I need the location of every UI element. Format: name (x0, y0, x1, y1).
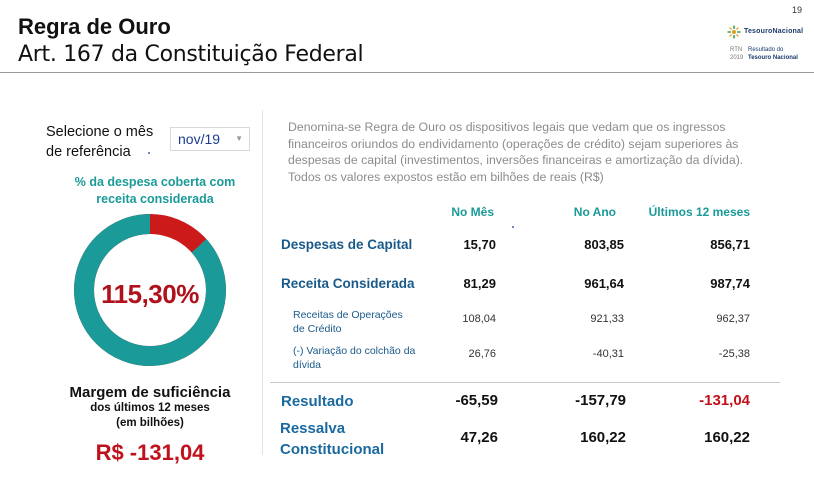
rtn-year: 2019 (730, 55, 744, 61)
row-label: Despesas de Capital (281, 237, 413, 252)
chevron-down-icon: ▼ (235, 134, 243, 143)
col-header-year: No Ano (573, 205, 616, 219)
row-label-line2: de Crédito (293, 323, 342, 335)
cell-year: 803,85 (584, 237, 624, 252)
row-label: Receitas de Operações de Crédito (293, 308, 403, 336)
cell-month: 15,70 (463, 237, 496, 252)
cell-month: 26,76 (468, 348, 496, 360)
cell-month: 108,04 (462, 313, 496, 325)
rtn-title: Resultado do Tesouro Nacional (748, 46, 798, 62)
page-number: 19 (791, 5, 802, 15)
rtn-line1: Resultado do (748, 47, 784, 53)
margin-value: R$ -131,04 (95, 440, 205, 465)
cell-12m: 962,37 (716, 313, 750, 325)
month-select-dropdown[interactable]: nov/19 ▼ (170, 127, 250, 151)
cell-12m: -131,04 (699, 392, 750, 409)
coverage-label-line2: receita considerada (96, 192, 214, 206)
cell-month: -65,59 (455, 392, 498, 409)
rtn-badge: RTN 2019 (730, 46, 743, 62)
month-select-label: Selecione o mês de referência (46, 122, 153, 162)
cell-year: -40,31 (592, 348, 624, 360)
cell-year: 921,33 (590, 313, 624, 325)
margin-sub1: dos últimos 12 meses (90, 402, 210, 414)
cell-year: -157,79 (575, 392, 626, 409)
tesouro-logo-text: TesouroNacional (744, 28, 804, 35)
margin-subtitle: dos últimos 12 meses (em bilhões) (40, 401, 260, 431)
coverage-value: 115,30% (101, 279, 199, 309)
page-title: Regra de Ouro (18, 14, 171, 39)
month-select-label-line1: Selecione o mês (46, 124, 154, 140)
table-divider (270, 382, 780, 383)
marker-dot (512, 226, 514, 228)
margin-title: Margem de suficiência (69, 384, 231, 401)
row-label-line1: Receitas de Operações (293, 309, 403, 321)
cell-month: 47,26 (460, 429, 498, 446)
coverage-label-line1: % da despesa coberta com (74, 175, 236, 189)
cell-year: 961,64 (584, 276, 624, 291)
donut-coverage-arc (74, 214, 226, 366)
marker-dot (148, 152, 150, 154)
row-label: Receita Considerada (281, 276, 415, 291)
header-divider (0, 72, 814, 73)
rtn-label: RTN (730, 47, 743, 53)
cell-12m: 160,22 (704, 429, 750, 446)
row-label-line1: (-) Variação do colchão da (293, 345, 416, 357)
col-header-month: No Mês (451, 205, 494, 219)
cell-year: 160,22 (580, 429, 626, 446)
page-subtitle: Art. 167 da Constituição Federal (18, 42, 364, 67)
row-label-line2: dívida (293, 359, 322, 371)
coverage-label: % da despesa coberta com receita conside… (40, 174, 270, 208)
cell-12m: 856,71 (710, 237, 750, 252)
col-header-12m: Últimos 12 meses (648, 205, 750, 219)
month-select-label-line2: de referência (46, 144, 131, 160)
description-text: Denomina-se Regra de Ouro os dispositivo… (288, 120, 744, 184)
panel-divider (262, 110, 263, 455)
margin-sub2: (em bilhões) (116, 417, 184, 429)
rtn-line2: Tesouro Nacional (748, 55, 798, 61)
row-label: Resultado (281, 393, 354, 410)
coverage-donut (74, 214, 226, 366)
cell-12m: 987,74 (710, 276, 750, 291)
month-select-value: nov/19 (178, 131, 221, 147)
cell-month: 81,29 (463, 276, 496, 291)
row-label: (-) Variação do colchão da dívida (293, 344, 415, 372)
tesouro-logo-icon (727, 25, 741, 39)
row-label: Ressalva Constitucional (280, 418, 384, 460)
cell-12m: -25,38 (718, 348, 750, 360)
row-label-line1: Ressalva (280, 420, 346, 437)
row-label-line2: Constitucional (280, 441, 385, 458)
